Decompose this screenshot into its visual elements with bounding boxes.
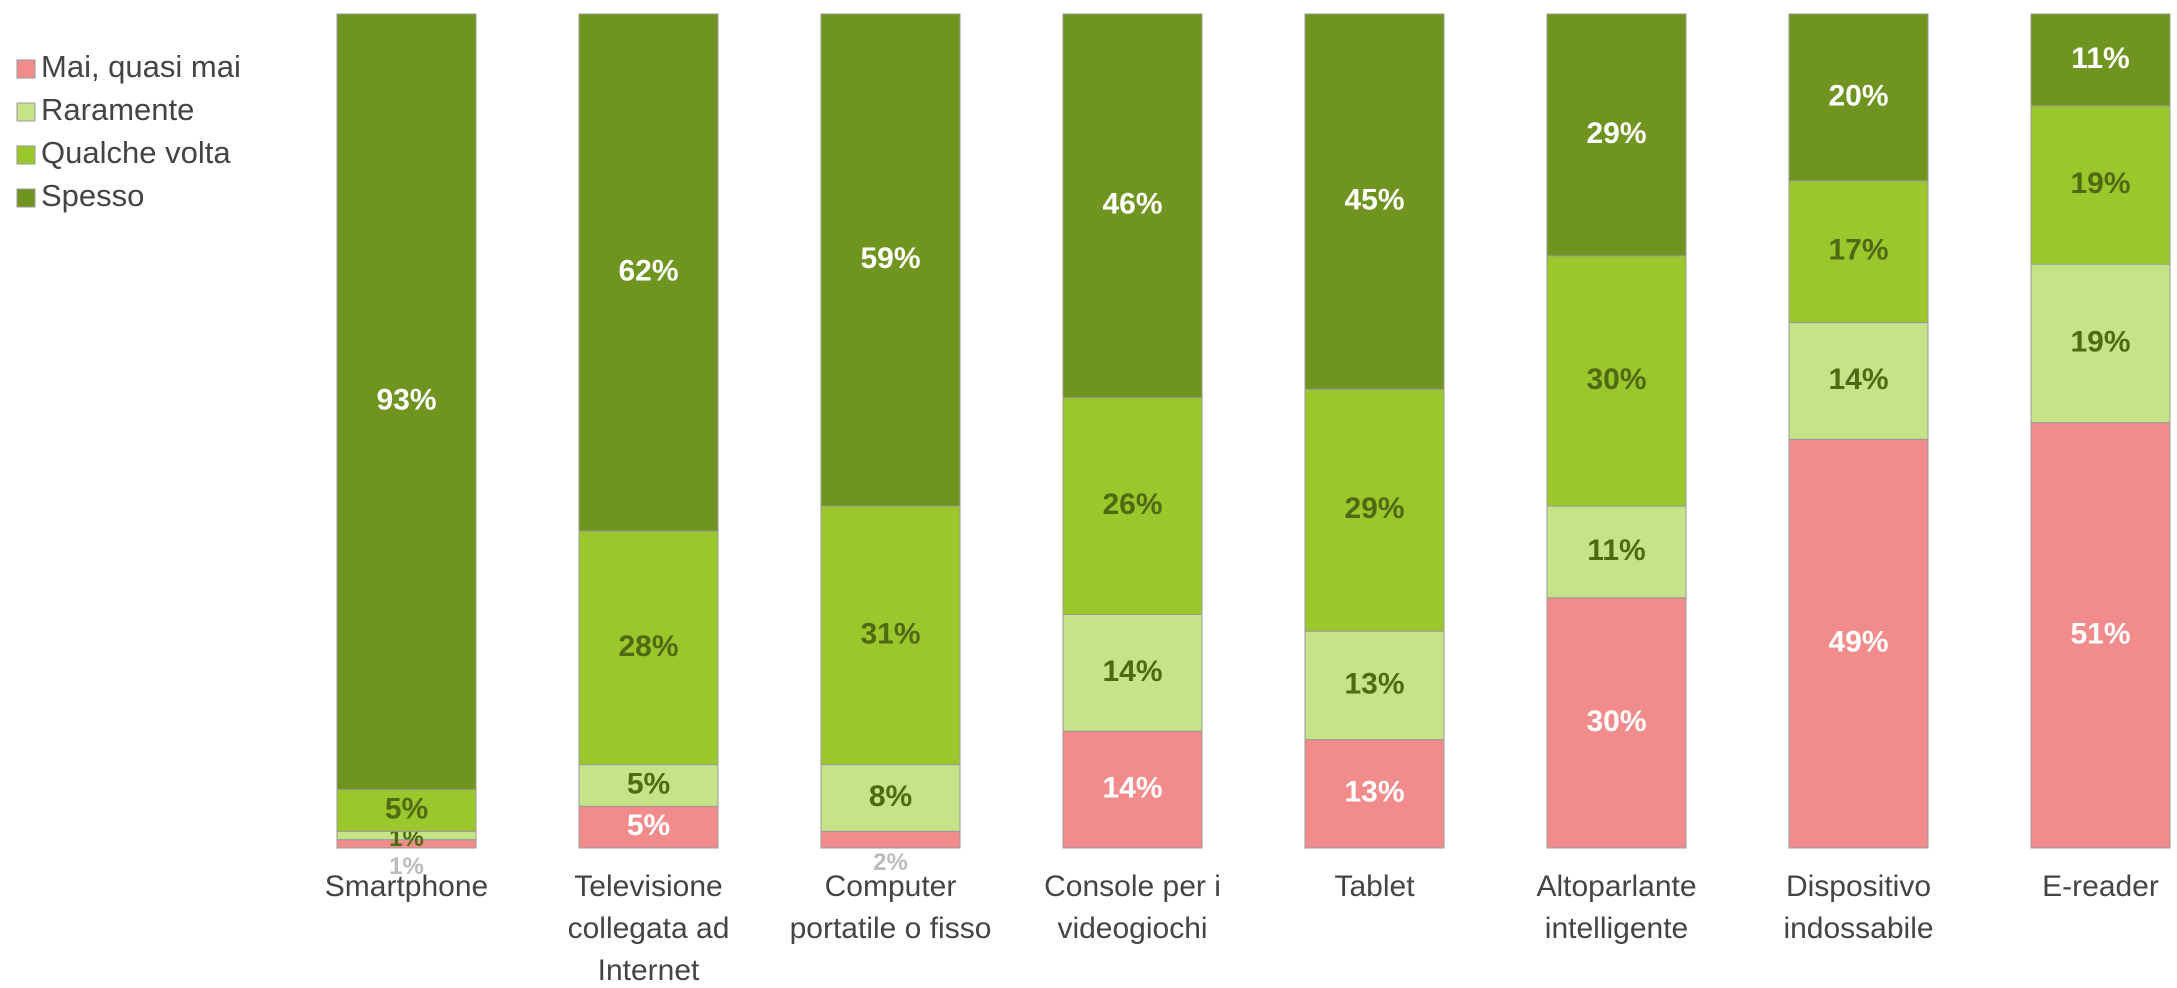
value-label: 59% xyxy=(860,242,920,275)
legend-swatch xyxy=(16,188,36,208)
bar-segment xyxy=(1062,613,1203,732)
x-tick-label: Computer portatile o fisso xyxy=(789,870,992,945)
value-label: 51% xyxy=(2070,617,2130,650)
value-label: 1% xyxy=(389,853,424,880)
value-label: 11% xyxy=(2071,42,2129,75)
value-label: 14% xyxy=(1102,655,1162,688)
value-label: 11% xyxy=(1587,534,1645,567)
x-tick-label: E-reader xyxy=(2042,870,2159,903)
bar-segment xyxy=(820,830,961,849)
legend-swatch xyxy=(16,145,36,165)
bar-segment xyxy=(336,13,477,791)
value-label: 45% xyxy=(1344,184,1404,217)
bar-segment xyxy=(1304,739,1445,849)
value-label: 5% xyxy=(627,809,670,842)
legend-label: Qualche volta xyxy=(41,135,231,170)
value-label: 29% xyxy=(1586,117,1646,150)
x-tick-label: Smartphone xyxy=(324,870,489,903)
x-tick-label: Dispositivo indossabile xyxy=(1783,870,1934,945)
bar-segment xyxy=(1788,322,1929,440)
bar-segment xyxy=(1788,438,1929,849)
value-label: 14% xyxy=(1828,363,1888,396)
bar-segment xyxy=(1304,13,1445,390)
x-tick-label: Tablet xyxy=(1334,870,1415,903)
bar-segment xyxy=(1788,180,1929,324)
x-tick-label: Televisione collegata ad Internet xyxy=(567,870,730,987)
legend-swatch xyxy=(16,102,36,122)
bar-segment xyxy=(1062,397,1203,615)
value-label: 46% xyxy=(1102,188,1162,221)
x-tick-label: Altoparlante intelligente xyxy=(1536,870,1697,945)
value-label: 20% xyxy=(1828,79,1888,112)
value-label: 93% xyxy=(376,384,436,417)
value-label: 13% xyxy=(1344,667,1404,700)
bar-segment xyxy=(820,764,961,832)
value-label: 14% xyxy=(1102,772,1162,805)
bar-segment xyxy=(820,505,961,766)
value-label: 29% xyxy=(1344,492,1404,525)
legend-label: Spesso xyxy=(41,178,144,213)
value-label: 62% xyxy=(618,254,678,287)
value-label: 31% xyxy=(860,617,920,650)
bar-segment xyxy=(1546,13,1687,257)
bar-segment xyxy=(1062,13,1203,399)
x-tick-label: Console per i videogiochi xyxy=(1044,870,1221,945)
value-label: 17% xyxy=(1828,234,1888,267)
value-label: 30% xyxy=(1586,363,1646,396)
legend-label: Mai, quasi mai xyxy=(41,49,241,84)
bar-segment xyxy=(1788,13,1929,182)
bar-segment xyxy=(820,13,961,507)
value-label: 19% xyxy=(2070,325,2130,358)
bar-segment xyxy=(2030,422,2171,849)
value-label: 19% xyxy=(2070,167,2130,200)
bar-segment xyxy=(1062,730,1203,849)
bar-segment xyxy=(1546,255,1687,507)
value-label: 5% xyxy=(627,767,670,800)
value-label: 5% xyxy=(385,792,428,825)
legend-label: Raramente xyxy=(41,92,194,127)
bar-segment xyxy=(2030,13,2171,107)
bar-segment xyxy=(1546,505,1687,599)
value-label: 26% xyxy=(1102,488,1162,521)
value-label: 49% xyxy=(1828,626,1888,659)
bar-segment xyxy=(2030,105,2171,265)
value-label: 30% xyxy=(1586,705,1646,738)
value-label: 8% xyxy=(869,780,912,813)
value-label: 13% xyxy=(1344,776,1404,809)
bar-segment xyxy=(2030,263,2171,424)
value-label: 2% xyxy=(873,849,908,876)
value-label: 28% xyxy=(618,630,678,663)
legend-swatch xyxy=(16,59,36,79)
bar-segment xyxy=(1304,388,1445,632)
bar-segment xyxy=(336,789,477,832)
bar-segment xyxy=(1546,597,1687,849)
bar-segment xyxy=(578,13,719,532)
